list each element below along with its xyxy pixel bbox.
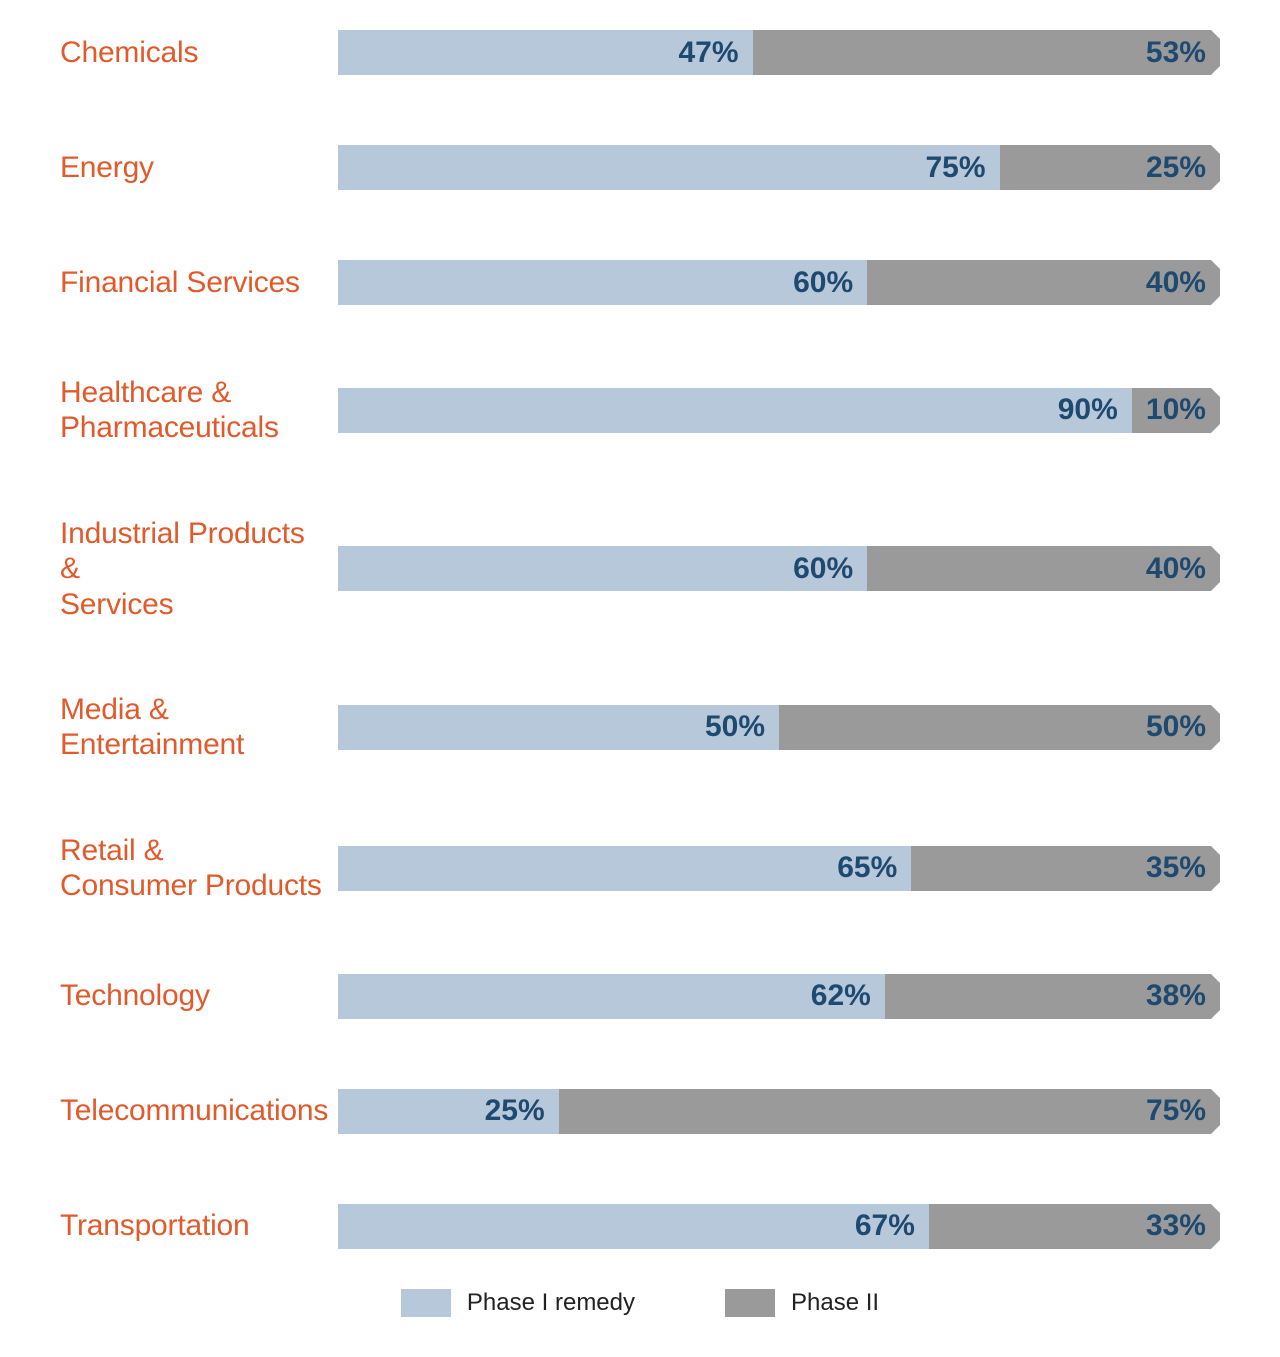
bar-segment-phase2: 53% — [753, 30, 1220, 75]
bar-value-phase2: 50 — [1146, 710, 1179, 744]
chart-row: Telecommunications25%75% — [60, 1089, 1220, 1134]
category-label: Transportation — [60, 1208, 338, 1243]
stacked-bar: 50%50% — [338, 705, 1220, 750]
stacked-bar: 90%10% — [338, 388, 1220, 433]
category-label: Financial Services — [60, 265, 338, 300]
category-label: Telecommunications — [60, 1093, 338, 1128]
bar-segment-phase1: 47% — [338, 30, 753, 75]
bar-value-phase2: 10 — [1146, 393, 1179, 427]
bar-end-notch — [1211, 1240, 1220, 1249]
chart-rows: Chemicals47%53%Energy75%25%Financial Ser… — [60, 30, 1220, 1249]
bar-end-notch — [1211, 882, 1220, 891]
bar-end-notch — [1211, 181, 1220, 190]
chart-row: Industrial Products &Services60%40% — [60, 516, 1220, 622]
category-label: Technology — [60, 978, 338, 1013]
bar-value-phase2: 40 — [1146, 552, 1179, 586]
category-label: Retail &Consumer Products — [60, 833, 338, 904]
stacked-bar: 75%25% — [338, 145, 1220, 190]
chart-legend: Phase I remedy Phase II — [60, 1289, 1220, 1317]
bar-end-notch — [1211, 846, 1220, 855]
bar-end-notch — [1211, 145, 1220, 154]
chart-row: Technology62%38% — [60, 974, 1220, 1019]
bar-end-notch — [1211, 1125, 1220, 1134]
legend-item-phase1: Phase I remedy — [401, 1289, 635, 1317]
chart-row: Financial Services60%40% — [60, 260, 1220, 305]
bar-segment-phase2: 38% — [885, 974, 1220, 1019]
bar-segment-phase2: 40% — [867, 546, 1220, 591]
bar-segment-phase1: 62% — [338, 974, 885, 1019]
bar-end-notch — [1211, 388, 1220, 397]
bar-value-phase1: 25 — [485, 1094, 518, 1128]
bar-end-notch — [1211, 546, 1220, 555]
bar-end-notch — [1211, 260, 1220, 269]
bar-segment-phase1: 90% — [338, 388, 1132, 433]
category-label: Chemicals — [60, 35, 338, 70]
bar-segment-phase2: 35% — [911, 846, 1220, 891]
stacked-bar: 60%40% — [338, 260, 1220, 305]
bar-end-notch — [1211, 1089, 1220, 1098]
bar-value-phase1: 60 — [793, 552, 826, 586]
bar-end-notch — [1211, 424, 1220, 433]
chart-row: Chemicals47%53% — [60, 30, 1220, 75]
stacked-bar: 47%53% — [338, 30, 1220, 75]
bar-value-phase2: 33 — [1146, 1209, 1179, 1243]
category-label: Healthcare &Pharmaceuticals — [60, 375, 338, 446]
category-label: Energy — [60, 150, 338, 185]
bar-end-notch — [1211, 30, 1220, 39]
bar-value-phase1: 75 — [925, 151, 958, 185]
bar-segment-phase1: 25% — [338, 1089, 558, 1134]
category-label: Industrial Products &Services — [60, 516, 338, 622]
bar-value-phase1: 47 — [678, 36, 711, 70]
bar-end-notch — [1211, 974, 1220, 983]
stacked-bar: 60%40% — [338, 546, 1220, 591]
bar-value-phase1: 65 — [837, 851, 870, 885]
bar-value-phase1: 67 — [855, 1209, 888, 1243]
category-label: Media &Entertainment — [60, 692, 338, 763]
bar-value-phase2: 40 — [1146, 266, 1179, 300]
bar-end-notch — [1211, 705, 1220, 714]
legend-swatch-phase1 — [401, 1289, 451, 1317]
bar-value-phase1: 62 — [811, 979, 844, 1013]
legend-swatch-phase2 — [725, 1289, 775, 1317]
legend-item-phase2: Phase II — [725, 1289, 879, 1317]
bar-segment-phase2: 40% — [867, 260, 1220, 305]
bar-value-phase2: 53 — [1146, 36, 1179, 70]
bar-segment-phase2: 25% — [1000, 145, 1221, 190]
chart-row: Media &Entertainment50%50% — [60, 692, 1220, 763]
bar-segment-phase2: 75% — [559, 1089, 1220, 1134]
bar-segment-phase1: 50% — [338, 705, 779, 750]
bar-segment-phase1: 65% — [338, 846, 911, 891]
stacked-bar-chart: Chemicals47%53%Energy75%25%Financial Ser… — [0, 0, 1280, 1357]
bar-segment-phase2: 50% — [779, 705, 1220, 750]
stacked-bar: 65%35% — [338, 846, 1220, 891]
legend-label-phase1: Phase I remedy — [467, 1289, 635, 1317]
bar-end-notch — [1211, 741, 1220, 750]
bar-end-notch — [1211, 1010, 1220, 1019]
bar-value-phase2: 38 — [1146, 979, 1179, 1013]
bar-end-notch — [1211, 66, 1220, 75]
bar-value-phase2: 35 — [1146, 851, 1179, 885]
chart-row: Energy75%25% — [60, 145, 1220, 190]
bar-segment-phase1: 75% — [338, 145, 1000, 190]
chart-row: Retail &Consumer Products65%35% — [60, 833, 1220, 904]
bar-value-phase2: 75 — [1146, 1094, 1179, 1128]
bar-segment-phase1: 60% — [338, 546, 867, 591]
stacked-bar: 62%38% — [338, 974, 1220, 1019]
bar-end-notch — [1211, 582, 1220, 591]
bar-end-notch — [1211, 1204, 1220, 1213]
bar-value-phase1: 60 — [793, 266, 826, 300]
bar-value-phase2: 25 — [1146, 151, 1179, 185]
bar-value-phase1: 50 — [705, 710, 738, 744]
bar-end-notch — [1211, 296, 1220, 305]
stacked-bar: 25%75% — [338, 1089, 1220, 1134]
bar-value-phase1: 90 — [1058, 393, 1091, 427]
bar-segment-phase2: 10% — [1132, 388, 1220, 433]
chart-row: Healthcare &Pharmaceuticals90%10% — [60, 375, 1220, 446]
bar-segment-phase1: 60% — [338, 260, 867, 305]
legend-label-phase2: Phase II — [791, 1289, 879, 1317]
